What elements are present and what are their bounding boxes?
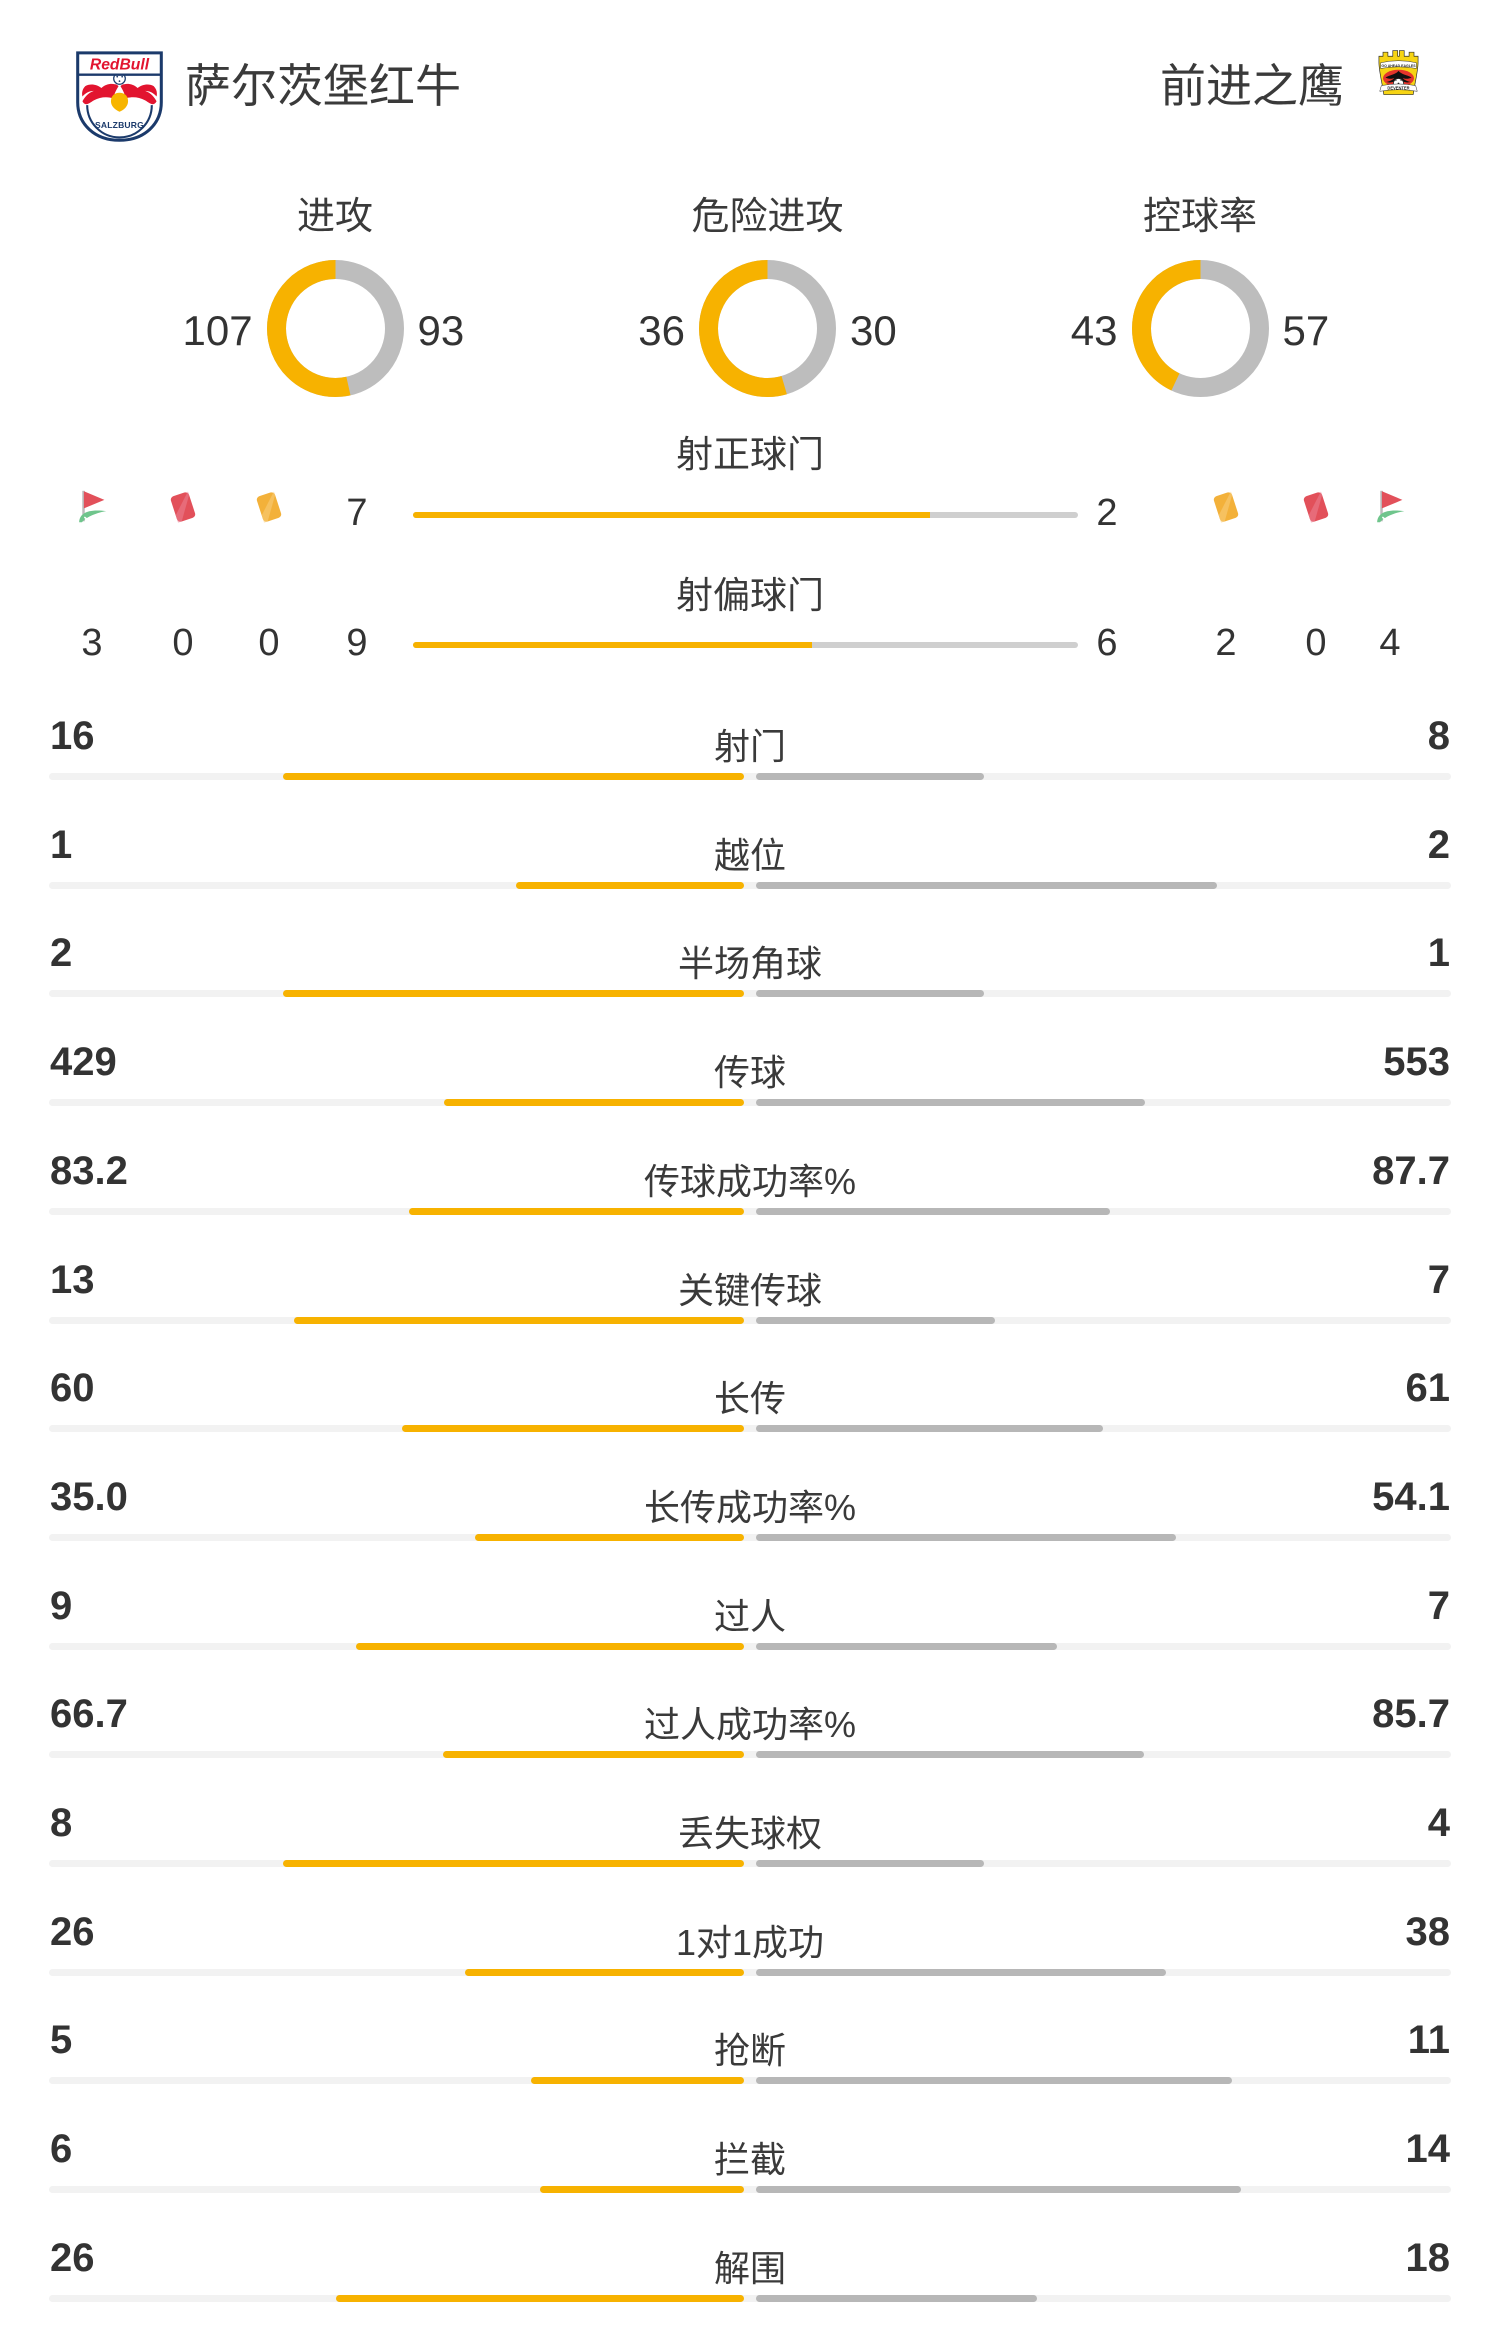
svg-text:GO AHEAD EAGLES: GO AHEAD EAGLES [1381, 64, 1416, 68]
svg-text:DEVENTER: DEVENTER [1387, 86, 1409, 91]
svg-text:SALZBURG: SALZBURG [95, 120, 144, 130]
svg-text:RedBull: RedBull [90, 56, 150, 73]
